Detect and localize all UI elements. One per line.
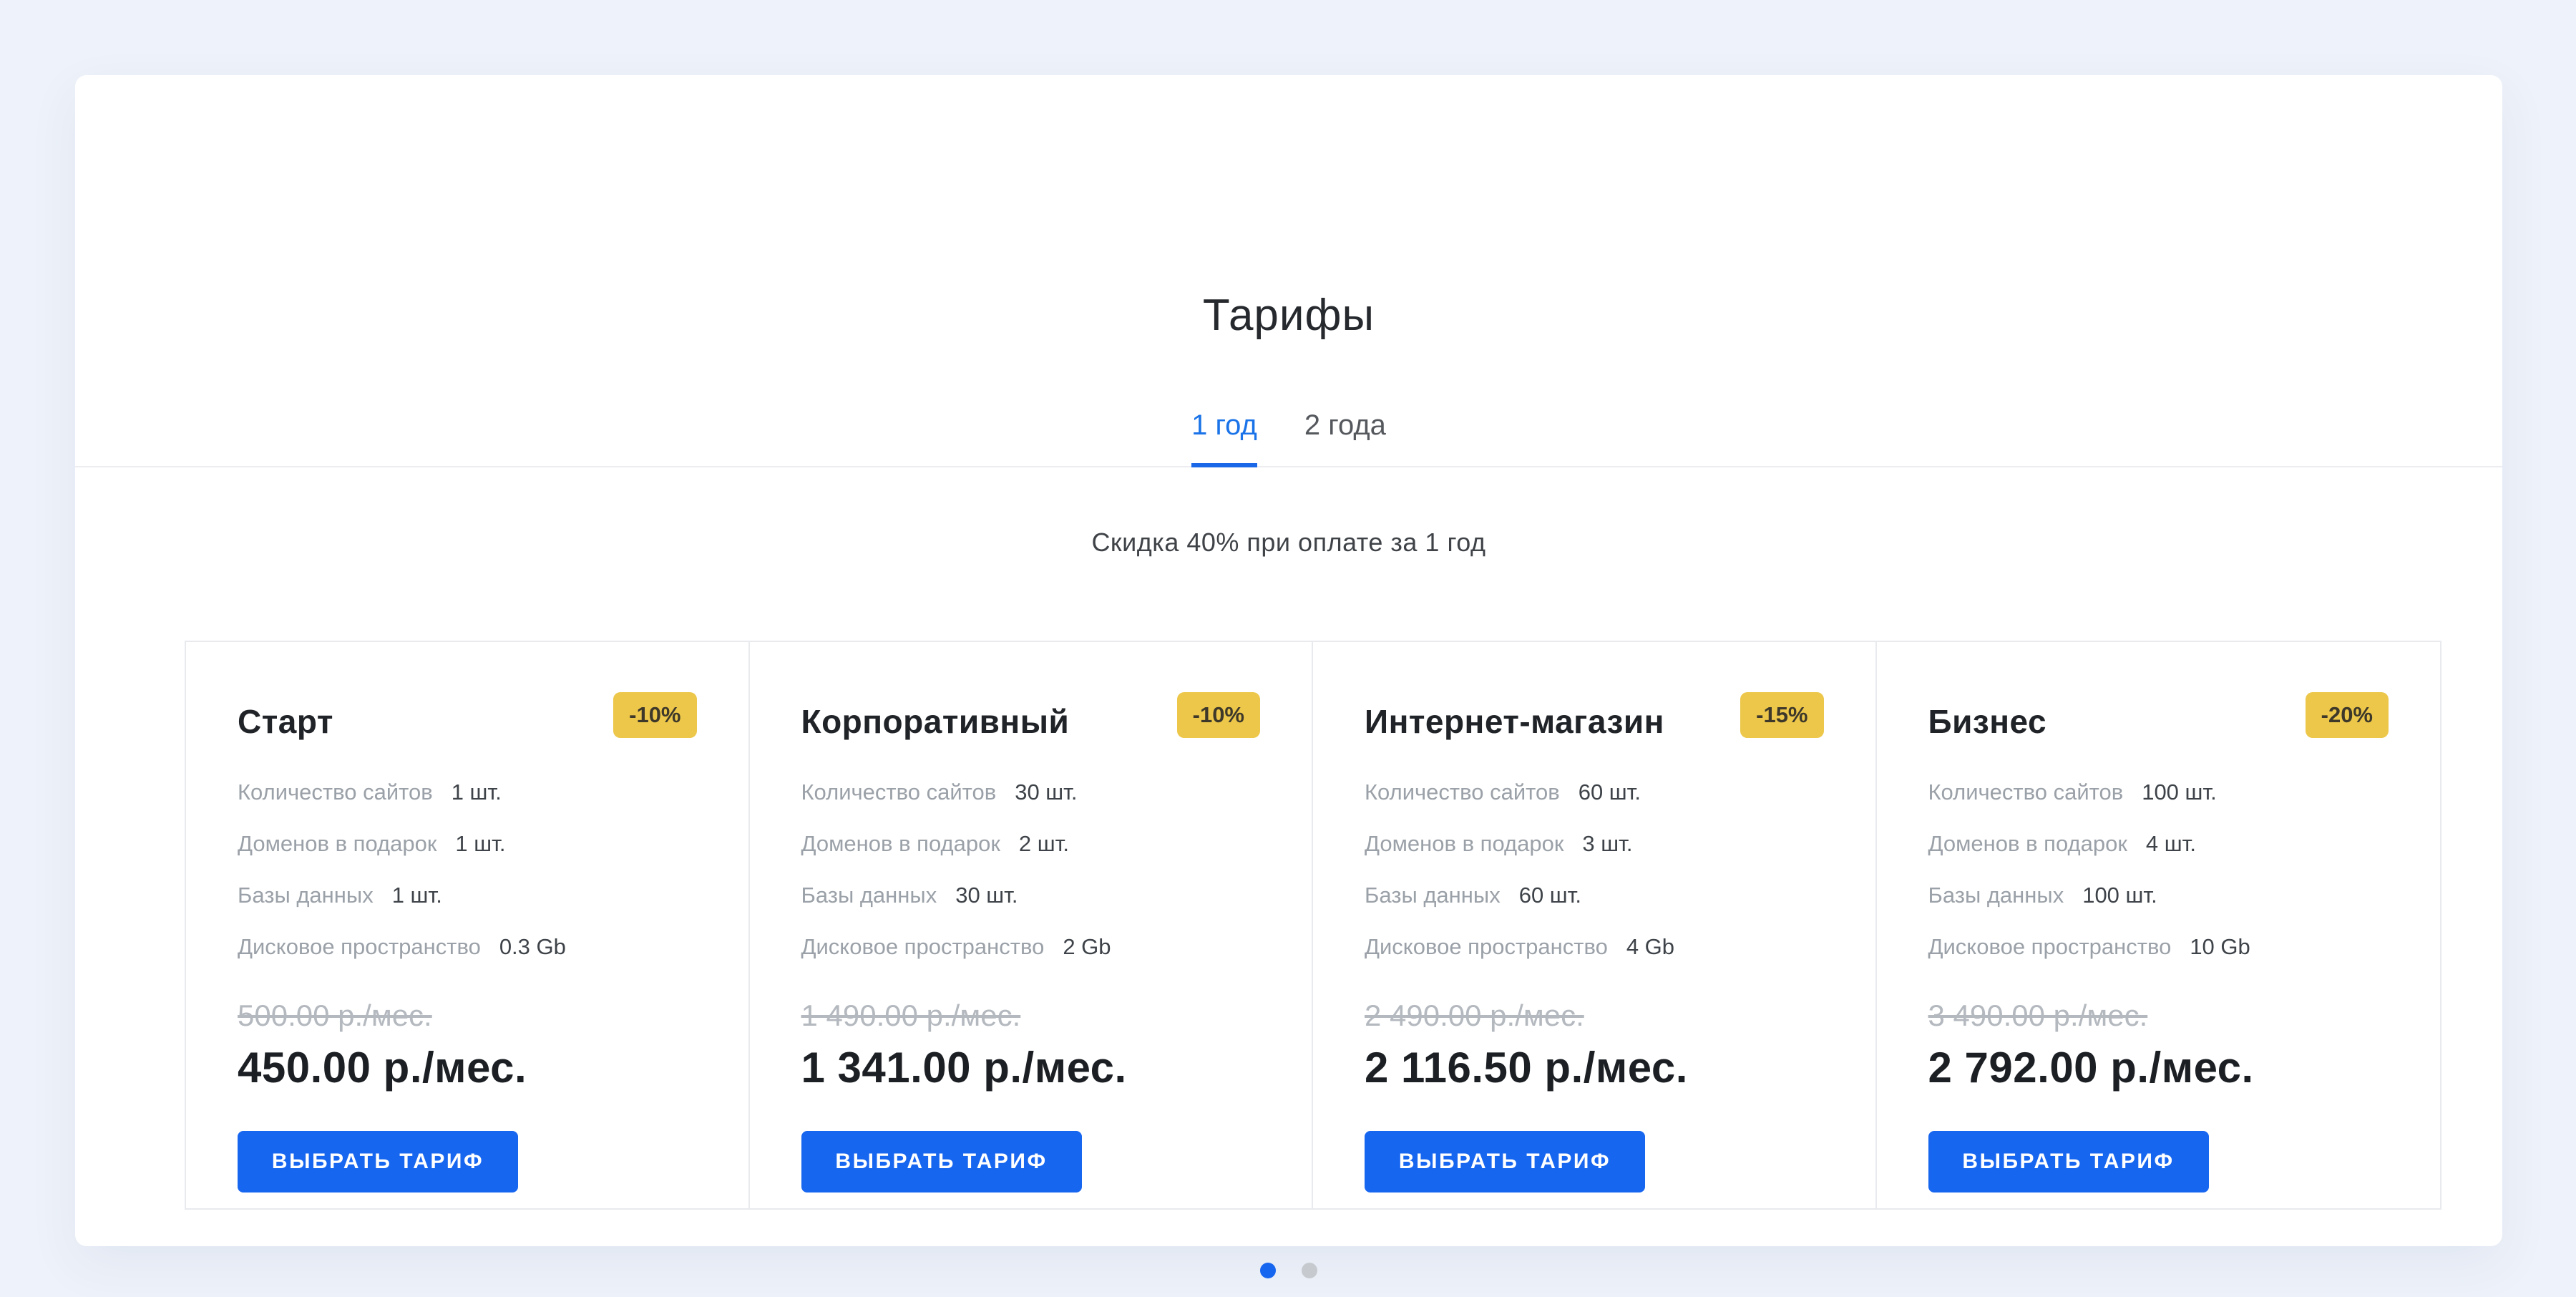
feature-label: Базы данных (1928, 883, 2064, 908)
select-tariff-button[interactable]: ВЫБРАТЬ ТАРИФ (801, 1131, 1082, 1192)
feature-row: Доменов в подарок 2 шт. (801, 831, 1261, 857)
feature-row: Дисковое пространство 2 Gb (801, 934, 1261, 960)
discount-badge: -10% (613, 692, 697, 738)
feature-value: 1 шт. (451, 779, 502, 805)
select-tariff-button[interactable]: ВЫБРАТЬ ТАРИФ (1928, 1131, 2209, 1192)
feature-row: Базы данных 100 шт. (1928, 883, 2389, 908)
feature-value: 100 шт. (2142, 779, 2217, 805)
feature-label: Доменов в подарок (238, 831, 437, 856)
card-header: Корпоративный -10% (801, 692, 1260, 741)
current-price: 2 792.00 р./мес. (1928, 1044, 2254, 1092)
feature-label: Дисковое пространство (801, 934, 1045, 959)
feature-label: Доменов в подарок (801, 831, 1000, 856)
carousel-dot-2[interactable] (1302, 1263, 1317, 1278)
card-title: Корпоративный (801, 703, 1070, 740)
card-header: Интернет-магазин -15% (1365, 692, 1824, 741)
feature-row: Дисковое пространство 0.3 Gb (238, 934, 697, 960)
feature-list: Количество сайтов 1 шт. Доменов в подаро… (238, 779, 697, 960)
discount-badge: -15% (1740, 692, 1824, 738)
feature-row: Количество сайтов 1 шт. (238, 779, 697, 805)
feature-label: Дисковое пространство (1365, 934, 1608, 959)
feature-value: 60 шт. (1518, 883, 1582, 908)
tariff-card-online-store: Интернет-магазин -15% Количество сайтов … (1313, 642, 1877, 1208)
feature-label: Доменов в подарок (1365, 831, 1564, 856)
tariff-card-corporate: Корпоративный -10% Количество сайтов 30 … (749, 642, 1313, 1208)
old-price: 2 490.00 р./мес. (1365, 999, 1584, 1032)
select-tariff-button[interactable]: ВЫБРАТЬ ТАРИФ (1365, 1131, 1645, 1192)
feature-value: 1 шт. (391, 883, 442, 908)
tariff-card-start: Старт -10% Количество сайтов 1 шт. Домен… (186, 642, 750, 1208)
feature-row: Доменов в подарок 3 шт. (1365, 831, 1824, 857)
carousel-pagination (75, 1263, 2502, 1278)
feature-row: Количество сайтов 30 шт. (801, 779, 1261, 805)
discount-badge: -20% (2305, 692, 2389, 738)
page-title: Тарифы (1202, 291, 1375, 340)
card-title: Бизнес (1928, 703, 2047, 740)
feature-row: Количество сайтов 100 шт. (1928, 779, 2389, 805)
feature-label: Количество сайтов (1928, 779, 2124, 805)
select-tariff-button[interactable]: ВЫБРАТЬ ТАРИФ (238, 1131, 518, 1192)
card-title: Старт (238, 703, 333, 740)
old-price: 1 490.00 р./мес. (801, 999, 1021, 1032)
feature-label: Базы данных (1365, 883, 1501, 908)
card-header: Бизнес -20% (1928, 692, 2389, 741)
feature-row: Количество сайтов 60 шт. (1365, 779, 1824, 805)
feature-list: Количество сайтов 60 шт. Доменов в подар… (1365, 779, 1824, 960)
feature-value: 10 Gb (2190, 934, 2250, 959)
feature-label: Дисковое пространство (1928, 934, 2172, 959)
card-header: Старт -10% (238, 692, 697, 741)
current-price: 2 116.50 р./мес. (1365, 1044, 1688, 1092)
current-price: 450.00 р./мес. (238, 1044, 527, 1092)
card-title: Интернет-магазин (1365, 703, 1664, 740)
carousel-dot-1[interactable] (1260, 1263, 1276, 1278)
feature-value: 60 шт. (1578, 779, 1641, 805)
feature-value: 30 шт. (1015, 779, 1078, 805)
tab-1-year[interactable]: 1 год (1191, 409, 1257, 467)
tariff-cards-grid: Старт -10% Количество сайтов 1 шт. Домен… (185, 641, 2441, 1210)
discount-note: Скидка 40% при оплате за 1 год (1091, 528, 1486, 557)
pricing-panel: Тарифы 1 год 2 года Скидка 40% при оплат… (75, 75, 2502, 1278)
old-price: 500.00 р./мес. (238, 999, 432, 1032)
tariff-card-business: Бизнес -20% Количество сайтов 100 шт. До… (1876, 642, 2440, 1208)
feature-value: 2 шт. (1018, 831, 1069, 856)
feature-value: 3 шт. (1582, 831, 1633, 856)
feature-value: 100 шт. (2082, 883, 2157, 908)
feature-list: Количество сайтов 100 шт. Доменов в пода… (1928, 779, 2389, 960)
feature-label: Количество сайтов (238, 779, 433, 805)
feature-row: Дисковое пространство 10 Gb (1928, 934, 2389, 960)
feature-value: 4 Gb (1626, 934, 1675, 959)
feature-label: Количество сайтов (801, 779, 997, 805)
feature-row: Базы данных 1 шт. (238, 883, 697, 908)
feature-label: Базы данных (238, 883, 374, 908)
feature-label: Базы данных (801, 883, 937, 908)
feature-label: Количество сайтов (1365, 779, 1560, 805)
feature-label: Доменов в подарок (1928, 831, 2127, 856)
feature-value: 30 шт. (955, 883, 1018, 908)
feature-value: 0.3 Gb (499, 934, 566, 959)
period-tabs: 1 год 2 года (75, 409, 2502, 467)
feature-row: Дисковое пространство 4 Gb (1365, 934, 1824, 960)
feature-list: Количество сайтов 30 шт. Доменов в подар… (801, 779, 1261, 960)
discount-badge: -10% (1176, 692, 1260, 738)
feature-value: 2 Gb (1063, 934, 1111, 959)
feature-row: Доменов в подарок 1 шт. (238, 831, 697, 857)
feature-row: Базы данных 60 шт. (1365, 883, 1824, 908)
feature-value: 1 шт. (455, 831, 506, 856)
feature-row: Доменов в подарок 4 шт. (1928, 831, 2389, 857)
current-price: 1 341.00 р./мес. (801, 1044, 1127, 1092)
feature-value: 4 шт. (2145, 831, 2196, 856)
feature-label: Дисковое пространство (238, 934, 481, 959)
old-price: 3 490.00 р./мес. (1928, 999, 2148, 1032)
tab-2-years[interactable]: 2 года (1304, 409, 1386, 441)
feature-row: Базы данных 30 шт. (801, 883, 1261, 908)
